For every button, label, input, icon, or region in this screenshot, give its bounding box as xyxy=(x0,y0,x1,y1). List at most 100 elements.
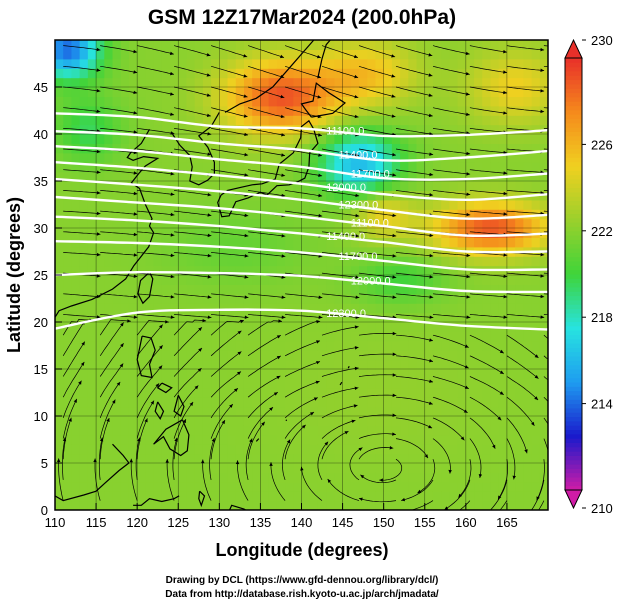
streamline-arrow xyxy=(155,383,160,388)
streamline xyxy=(137,231,175,236)
streamline xyxy=(531,479,545,510)
streamline xyxy=(395,45,433,57)
streamline-arrow xyxy=(244,275,249,279)
streamline-arrow xyxy=(392,152,396,157)
colorbar-segment xyxy=(565,161,582,167)
colorbar: 210 214 218 222 226 230 xyxy=(564,33,613,516)
streamline-arrow xyxy=(276,335,281,339)
streamline-arrow xyxy=(207,315,212,319)
streamline xyxy=(174,107,211,117)
streamline-arrow xyxy=(207,253,212,258)
streamline-arrow xyxy=(269,407,273,411)
streamline-arrow xyxy=(536,496,540,501)
streamline xyxy=(321,86,359,98)
streamline-arrow xyxy=(133,130,138,134)
streamline-arrow xyxy=(243,54,248,58)
streamline-arrow xyxy=(281,193,286,198)
streamline-arrow xyxy=(429,359,433,363)
colorbar-segment xyxy=(565,58,582,63)
streamline-arrow xyxy=(96,274,101,278)
streamline xyxy=(284,424,306,460)
streamline-arrow xyxy=(429,295,434,299)
colorbar-tick-label: 226 xyxy=(591,137,613,152)
colorbar-segment xyxy=(565,407,582,413)
streamline xyxy=(506,355,539,379)
colorbar-segment xyxy=(565,386,582,392)
streamline xyxy=(247,421,266,460)
streamline-arrow xyxy=(99,437,104,442)
streamline-arrow xyxy=(207,152,212,156)
colorbar-segment xyxy=(565,330,582,335)
streamline xyxy=(395,334,434,342)
colorbar-segment xyxy=(565,433,582,439)
streamline xyxy=(248,293,286,298)
streamline xyxy=(395,355,434,362)
streamline-arrow xyxy=(392,393,397,398)
contour-labels: 11100.011400.011700.012000.012300.011100… xyxy=(326,126,390,320)
streamline xyxy=(432,355,469,369)
y-tick-label: 10 xyxy=(34,409,48,424)
streamline xyxy=(99,363,124,398)
contour-label: 11100.0 xyxy=(351,217,389,229)
streamline-arrow xyxy=(531,421,535,426)
streamline xyxy=(285,107,322,118)
streamline-arrow xyxy=(165,320,169,324)
streamline-arrow xyxy=(466,212,471,217)
streamline xyxy=(248,169,286,177)
streamline-arrow xyxy=(96,191,101,195)
height-contour xyxy=(55,161,548,202)
streamline-arrow xyxy=(354,54,358,59)
streamline xyxy=(432,252,471,257)
streamline xyxy=(173,401,194,439)
contour-label: 11700.0 xyxy=(351,169,390,181)
streamline xyxy=(432,86,470,95)
streamline xyxy=(379,458,403,481)
streamline xyxy=(469,334,504,354)
colorbar-segment xyxy=(565,286,582,292)
streamline xyxy=(432,45,470,55)
streamline-arrow xyxy=(273,392,278,396)
colorbar-segment xyxy=(565,347,582,353)
streamline xyxy=(358,414,397,419)
streamline-arrow xyxy=(158,365,163,370)
streamline xyxy=(211,65,248,78)
x-tick-label: 125 xyxy=(167,515,189,530)
colorbar-segment xyxy=(565,377,582,383)
streamline-arrow xyxy=(120,322,124,327)
coastlines xyxy=(55,40,350,510)
streamline xyxy=(174,45,211,57)
colorbar-segment xyxy=(565,464,582,469)
colorbar-tick-label: 222 xyxy=(591,224,613,239)
streamline xyxy=(432,417,465,441)
streamline-arrow xyxy=(317,75,322,79)
height-contour xyxy=(55,177,548,220)
streamline-arrow xyxy=(392,233,397,238)
colorbar-segment xyxy=(565,343,582,348)
streamline-arrow xyxy=(466,295,471,299)
streamline xyxy=(211,169,249,176)
streamline xyxy=(321,65,359,78)
colorbar-segment xyxy=(565,248,582,253)
streamline-arrow xyxy=(479,525,483,529)
streamline-arrow xyxy=(327,479,332,483)
streamline-arrow xyxy=(159,324,163,329)
streamline-arrow xyxy=(170,112,174,116)
streamline xyxy=(237,460,249,501)
streamline xyxy=(63,210,101,215)
streamline-arrow xyxy=(244,173,249,177)
streamline-arrow xyxy=(497,416,502,421)
streamline xyxy=(247,355,281,377)
coastline xyxy=(285,419,288,422)
streamline xyxy=(63,293,101,298)
streamline xyxy=(130,458,138,501)
streamline-arrow xyxy=(119,363,124,368)
streamline xyxy=(136,365,163,398)
streamline xyxy=(358,210,397,217)
streamline-arrow xyxy=(237,330,242,335)
streamline xyxy=(173,418,187,460)
x-tick-label: 160 xyxy=(455,515,477,530)
streamline xyxy=(469,314,508,318)
coastline xyxy=(339,381,343,386)
streamline xyxy=(282,439,291,481)
streamline xyxy=(432,210,471,216)
